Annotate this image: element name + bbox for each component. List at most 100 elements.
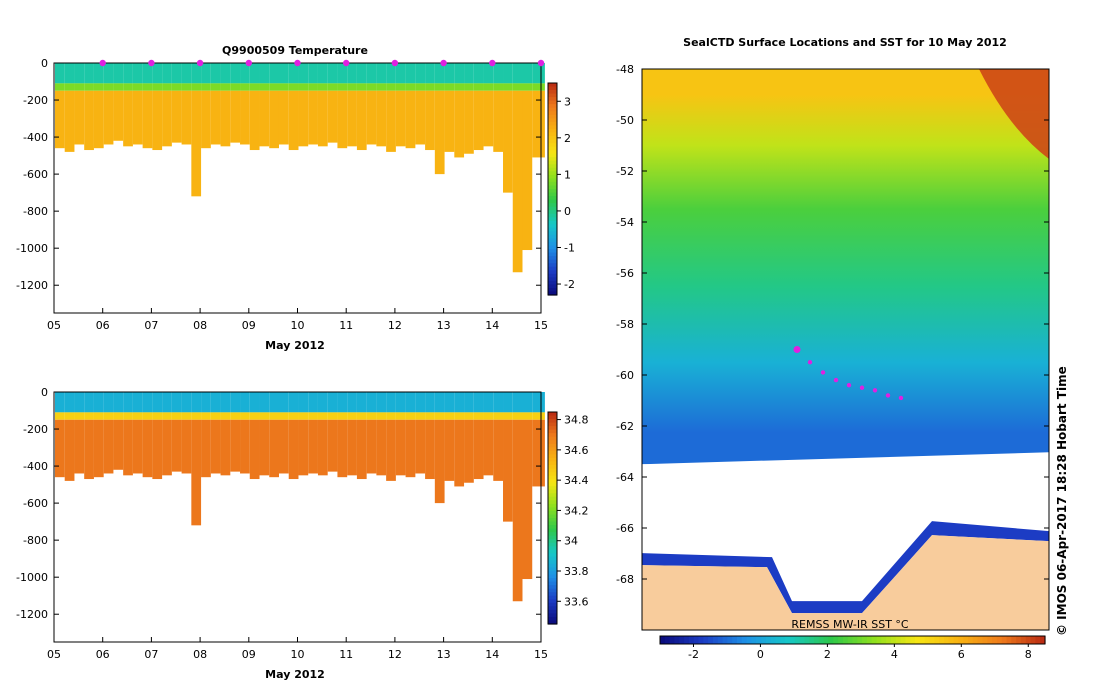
sst-colorbar-cell bbox=[939, 636, 945, 644]
temperature-time-marker bbox=[294, 59, 301, 67]
salinity-deep-cell bbox=[532, 419, 545, 487]
salinity-colorbar-cell bbox=[548, 553, 557, 558]
sst-colorbar-cell bbox=[814, 636, 820, 644]
salinity-deep-cell bbox=[415, 419, 426, 474]
salinity-colorbar-frame bbox=[547, 411, 558, 625]
salinity-upper-cell bbox=[405, 412, 416, 420]
temperature-upper-cell bbox=[278, 83, 289, 91]
temperature-colorbar-cell bbox=[548, 252, 557, 257]
salinity-colorbar-tick-label: 34.8 bbox=[564, 414, 589, 427]
sst-colorbar-cell bbox=[1006, 636, 1012, 644]
salinity-x-tick-label: 07 bbox=[144, 648, 158, 661]
sst-colorbar-cell bbox=[804, 636, 810, 644]
sst-colorbar-cell bbox=[732, 636, 738, 644]
salinity-colorbar-tick-label: 33.6 bbox=[564, 595, 589, 608]
salinity-x-tick-label: 15 bbox=[534, 648, 548, 661]
salinity-y-tick-label: -200 bbox=[23, 423, 48, 436]
temperature-surface-cell bbox=[113, 63, 124, 84]
temperature-section-chart: Q9900509 Temperature 0 -200 -400 -600 -800 -1… bbox=[16, 44, 575, 352]
salinity-colorbar-tick-label: 34.2 bbox=[564, 504, 589, 517]
salinity-deep-cell bbox=[483, 419, 494, 476]
salinity-colorbar-cell bbox=[548, 571, 557, 576]
salinity-surface-cell bbox=[171, 392, 182, 413]
salinity-deep-cell bbox=[181, 419, 192, 474]
temperature-colorbar-cell bbox=[548, 128, 557, 134]
temperature-colorbar-cell bbox=[548, 199, 557, 204]
temperature-upper-cell bbox=[356, 83, 367, 91]
salinity-colorbar-cell bbox=[548, 440, 557, 445]
temperature-colorbar-cell bbox=[548, 203, 557, 208]
temperature-title: Q9900509 Temperature bbox=[222, 44, 368, 57]
temperature-upper-cell bbox=[512, 83, 523, 91]
temperature-surface-cell bbox=[425, 63, 435, 84]
temperature-colorbar-cell bbox=[548, 136, 557, 141]
temperature-colorbar-cell bbox=[548, 263, 557, 268]
salinity-x-ticks: 05 06 07 08 09 10 11 12 13 14 15 bbox=[47, 637, 548, 661]
sst-colorbar-cell bbox=[809, 636, 815, 644]
salinity-deep-cell bbox=[191, 419, 202, 526]
salinity-upper-cell bbox=[395, 412, 406, 420]
temperature-colorbar-cell bbox=[548, 118, 557, 123]
temperature-colorbar-cell bbox=[548, 266, 557, 271]
salinity-upper-cell bbox=[259, 412, 270, 420]
salinity-upper-cell bbox=[503, 412, 513, 420]
salinity-colorbar-cell bbox=[548, 585, 557, 590]
salinity-colorbar-cell bbox=[548, 532, 557, 537]
salinity-colorbar-cell bbox=[548, 475, 557, 480]
temperature-deep-cell bbox=[483, 90, 494, 147]
salinity-colorbar-cell bbox=[548, 496, 557, 501]
temperature-colorbar-cell bbox=[548, 157, 557, 162]
temperature-surface-cell bbox=[366, 63, 377, 84]
salinity-deep-cell bbox=[84, 419, 94, 480]
sst-colorbar-cell bbox=[972, 636, 979, 644]
sst-colorbar-cell bbox=[833, 636, 839, 644]
temperature-x-tick-label: 15 bbox=[534, 319, 548, 332]
temperature-surface-cell bbox=[386, 63, 396, 84]
temperature-surface-cell bbox=[64, 63, 75, 84]
temperature-upper-cell bbox=[395, 83, 406, 91]
temperature-surface-cell bbox=[454, 63, 465, 84]
temperature-colorbar-cell bbox=[548, 114, 557, 119]
salinity-surface-cell bbox=[162, 392, 172, 413]
salinity-colorbar-cell bbox=[548, 461, 557, 466]
temperature-surface-cell bbox=[93, 63, 104, 84]
sst-colorbar-celsius-label: 6 bbox=[958, 648, 965, 661]
salinity-upper-cell bbox=[171, 412, 182, 420]
temperature-deep-cell bbox=[142, 90, 153, 149]
sst-colorbar-cell bbox=[924, 636, 931, 644]
sst-map-area bbox=[641, 68, 1050, 631]
sst-colorbar-cell bbox=[943, 636, 950, 644]
temperature-surface-cell bbox=[84, 63, 94, 84]
temperature-upper-cell bbox=[162, 83, 172, 91]
temperature-surface-cell bbox=[269, 63, 279, 84]
salinity-deep-cell bbox=[123, 419, 133, 476]
sst-colorbar: -202468657075808590 bbox=[659, 635, 1046, 661]
temperature-surface-cell bbox=[74, 63, 85, 84]
salinity-surface-cell bbox=[395, 392, 406, 413]
temperature-colorbar-tick-label: 1 bbox=[564, 168, 571, 181]
temperature-deep-cell bbox=[405, 90, 416, 149]
sst-colorbar-cell bbox=[953, 636, 959, 644]
salinity-colorbar-cell bbox=[548, 539, 557, 544]
salinity-y-tick-label: -1200 bbox=[16, 608, 48, 621]
salinity-surface-cell bbox=[415, 392, 426, 413]
temperature-deep-cell bbox=[425, 90, 435, 151]
sst-colorbar-cell bbox=[737, 636, 743, 644]
temperature-surface-cell bbox=[395, 63, 406, 84]
salinity-deep-cell bbox=[269, 419, 279, 478]
temperature-y-ticks: 0 -200 -400 -600 -800 -1000 -1200 bbox=[16, 57, 541, 292]
salinity-colorbar-cell bbox=[548, 450, 557, 455]
salinity-upper-cell bbox=[84, 412, 94, 420]
temperature-colorbar-tick-label: -2 bbox=[564, 278, 575, 291]
temperature-upper-cell bbox=[434, 83, 445, 91]
temperature-colorbar: 3 2 1 0 -1 -2 bbox=[547, 82, 575, 296]
salinity-surface-cell bbox=[191, 392, 202, 413]
temperature-surface-cell bbox=[415, 63, 426, 84]
salinity-deep-cell bbox=[54, 419, 65, 478]
sst-colorbar-celsius-label: 4 bbox=[891, 648, 898, 661]
temperature-deep-cell bbox=[113, 90, 124, 141]
salinity-colorbar-cell bbox=[548, 443, 557, 448]
temperature-upper-cell bbox=[337, 83, 348, 91]
salinity-colorbar-cell bbox=[548, 616, 557, 622]
salinity-deep-cell bbox=[405, 419, 416, 478]
